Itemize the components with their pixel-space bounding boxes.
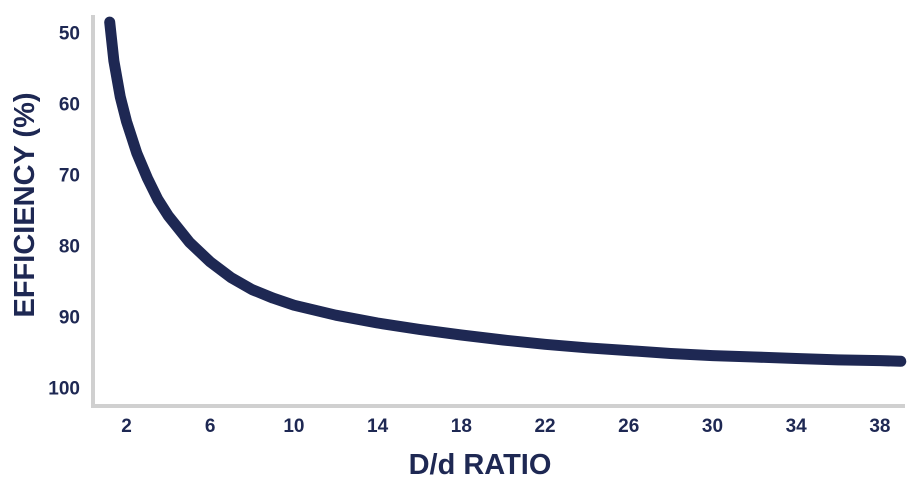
- x-tick-label: 34: [786, 416, 808, 437]
- x-tick-label: 22: [534, 416, 555, 437]
- y-tick-label: 90: [59, 308, 80, 329]
- x-tick-label: 14: [367, 416, 389, 437]
- x-tick-label: 10: [283, 416, 304, 437]
- y-tick-label: 80: [59, 237, 80, 258]
- y-tick-labels: 50 60 70 80 90 100: [48, 24, 80, 400]
- x-axis-title: D/d RATIO: [409, 449, 552, 480]
- x-tick-label: 18: [451, 416, 472, 437]
- x-tick-labels: 2 6 10 14 18 22 26 30 34 38: [121, 416, 890, 437]
- x-tick-label: 6: [205, 416, 216, 437]
- efficiency-curve: [104, 16, 907, 367]
- y-axis-title: EFFICIENCY (%): [9, 92, 41, 317]
- x-tick-label: 2: [121, 416, 132, 437]
- y-tick-label: 50: [59, 24, 80, 45]
- y-tick-label: 70: [59, 166, 80, 187]
- y-tick-label: 100: [48, 379, 80, 400]
- x-tick-label: 26: [618, 416, 639, 437]
- x-tick-label: 38: [869, 416, 890, 437]
- x-tick-label: 30: [702, 416, 723, 437]
- y-tick-label: 60: [59, 95, 80, 116]
